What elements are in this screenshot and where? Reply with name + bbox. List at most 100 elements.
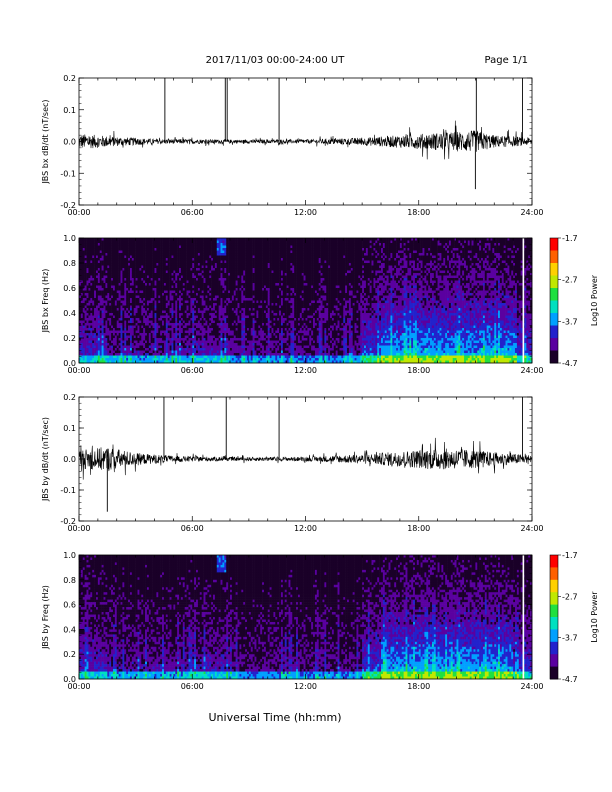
heatmap-cell xyxy=(128,303,130,306)
heatmap-cell xyxy=(177,356,179,359)
heatmap-cell xyxy=(243,261,245,264)
heatmap-cell xyxy=(122,306,124,309)
heatmap-cell xyxy=(168,353,170,356)
heatmap-cell xyxy=(239,281,241,284)
heatmap-cell xyxy=(143,291,145,294)
heatmap-cell xyxy=(98,353,100,356)
heatmap-cell xyxy=(134,268,136,271)
heatmap-cell xyxy=(236,243,238,246)
heatmap-cell xyxy=(149,251,151,254)
x-tick-label-p0: 24:00 xyxy=(520,208,543,217)
heatmap-cell xyxy=(262,246,264,249)
heatmap-cell xyxy=(236,283,238,286)
heatmap-cell xyxy=(198,281,200,284)
heatmap-cell xyxy=(192,243,194,246)
heatmap-cell xyxy=(107,336,109,339)
heatmap-cell xyxy=(247,263,249,266)
heatmap-cell xyxy=(171,243,173,246)
heatmap-cell xyxy=(196,343,198,346)
heatmap-cell xyxy=(200,248,202,251)
heatmap-cell xyxy=(94,326,96,329)
heatmap-cell xyxy=(85,241,87,244)
heatmap-cell xyxy=(187,286,189,289)
heatmap-cell xyxy=(88,306,90,309)
heatmap-cell xyxy=(153,276,155,279)
heatmap-cell xyxy=(117,316,119,319)
heatmap-cell xyxy=(202,253,204,256)
heatmap-cell xyxy=(232,241,234,244)
heatmap-cell xyxy=(217,248,219,251)
heatmap-cell xyxy=(92,291,94,294)
heatmap-cell xyxy=(170,293,172,296)
heatmap-cell xyxy=(260,256,262,259)
heatmap-cell xyxy=(256,343,258,346)
heatmap-cell xyxy=(213,273,215,276)
heatmap-cell xyxy=(175,266,177,269)
heatmap-cell xyxy=(151,321,153,324)
heatmap-cell xyxy=(213,271,215,274)
heatmap-cell xyxy=(124,243,126,246)
heatmap-cell xyxy=(260,316,262,319)
heatmap-cell xyxy=(262,283,264,286)
heatmap-cell xyxy=(234,241,236,244)
heatmap-cell xyxy=(158,248,160,251)
heatmap-cell xyxy=(209,278,211,281)
heatmap-cell xyxy=(111,283,113,286)
heatmap-cell xyxy=(124,256,126,259)
heatmap-cell xyxy=(153,248,155,251)
heatmap-cell xyxy=(190,356,192,359)
heatmap-cell xyxy=(119,348,121,351)
heatmap-cell xyxy=(113,321,115,324)
heatmap-cell xyxy=(147,271,149,274)
heatmap-cell xyxy=(179,248,181,251)
heatmap-cell xyxy=(88,308,90,311)
heatmap-cell xyxy=(194,318,196,321)
heatmap-cell xyxy=(211,273,213,276)
heatmap-cell xyxy=(158,288,160,291)
heatmap-cell xyxy=(149,338,151,341)
heatmap-cell xyxy=(185,296,187,299)
heatmap-cell xyxy=(164,266,166,269)
heatmap-cell xyxy=(156,258,158,261)
heatmap-cell xyxy=(247,251,249,254)
heatmap-cell xyxy=(200,266,202,269)
heatmap-cell xyxy=(171,351,173,354)
heatmap-cell xyxy=(83,293,85,296)
heatmap-cell xyxy=(100,246,102,249)
heatmap-cell xyxy=(200,298,202,301)
heatmap-cell xyxy=(177,258,179,261)
heatmap-cell xyxy=(181,356,183,359)
heatmap-cell xyxy=(138,308,140,311)
heatmap-cell xyxy=(83,333,85,336)
heatmap-cell xyxy=(85,328,87,331)
heatmap-cell xyxy=(126,343,128,346)
heatmap-cell xyxy=(132,263,134,266)
heatmap-cell xyxy=(156,238,158,241)
heatmap-cell xyxy=(155,268,157,271)
heatmap-cell xyxy=(170,268,172,271)
heatmap-cell xyxy=(179,296,181,299)
heatmap-cell xyxy=(192,328,194,331)
heatmap-cell xyxy=(102,333,104,336)
heatmap-cell xyxy=(247,308,249,311)
heatmap-cell xyxy=(196,313,198,316)
heatmap-cell xyxy=(202,261,204,264)
heatmap-cell xyxy=(207,338,209,341)
heatmap-cell xyxy=(126,286,128,289)
heatmap-cell xyxy=(173,321,175,324)
heatmap-cell xyxy=(145,273,147,276)
heatmap-cell xyxy=(196,286,198,289)
heatmap-cell xyxy=(249,293,251,296)
heatmap-cell xyxy=(145,341,147,344)
heatmap-cell xyxy=(113,283,115,286)
heatmap-cell xyxy=(96,323,98,326)
heatmap-cell xyxy=(153,328,155,331)
heatmap-cell xyxy=(104,258,106,261)
heatmap-cell xyxy=(181,343,183,346)
heatmap-cell xyxy=(239,358,241,361)
heatmap-cell xyxy=(190,348,192,351)
heatmap-cell xyxy=(170,253,172,256)
heatmap-cell xyxy=(226,248,228,251)
heatmap-cell xyxy=(130,258,132,261)
heatmap-cell xyxy=(107,283,109,286)
